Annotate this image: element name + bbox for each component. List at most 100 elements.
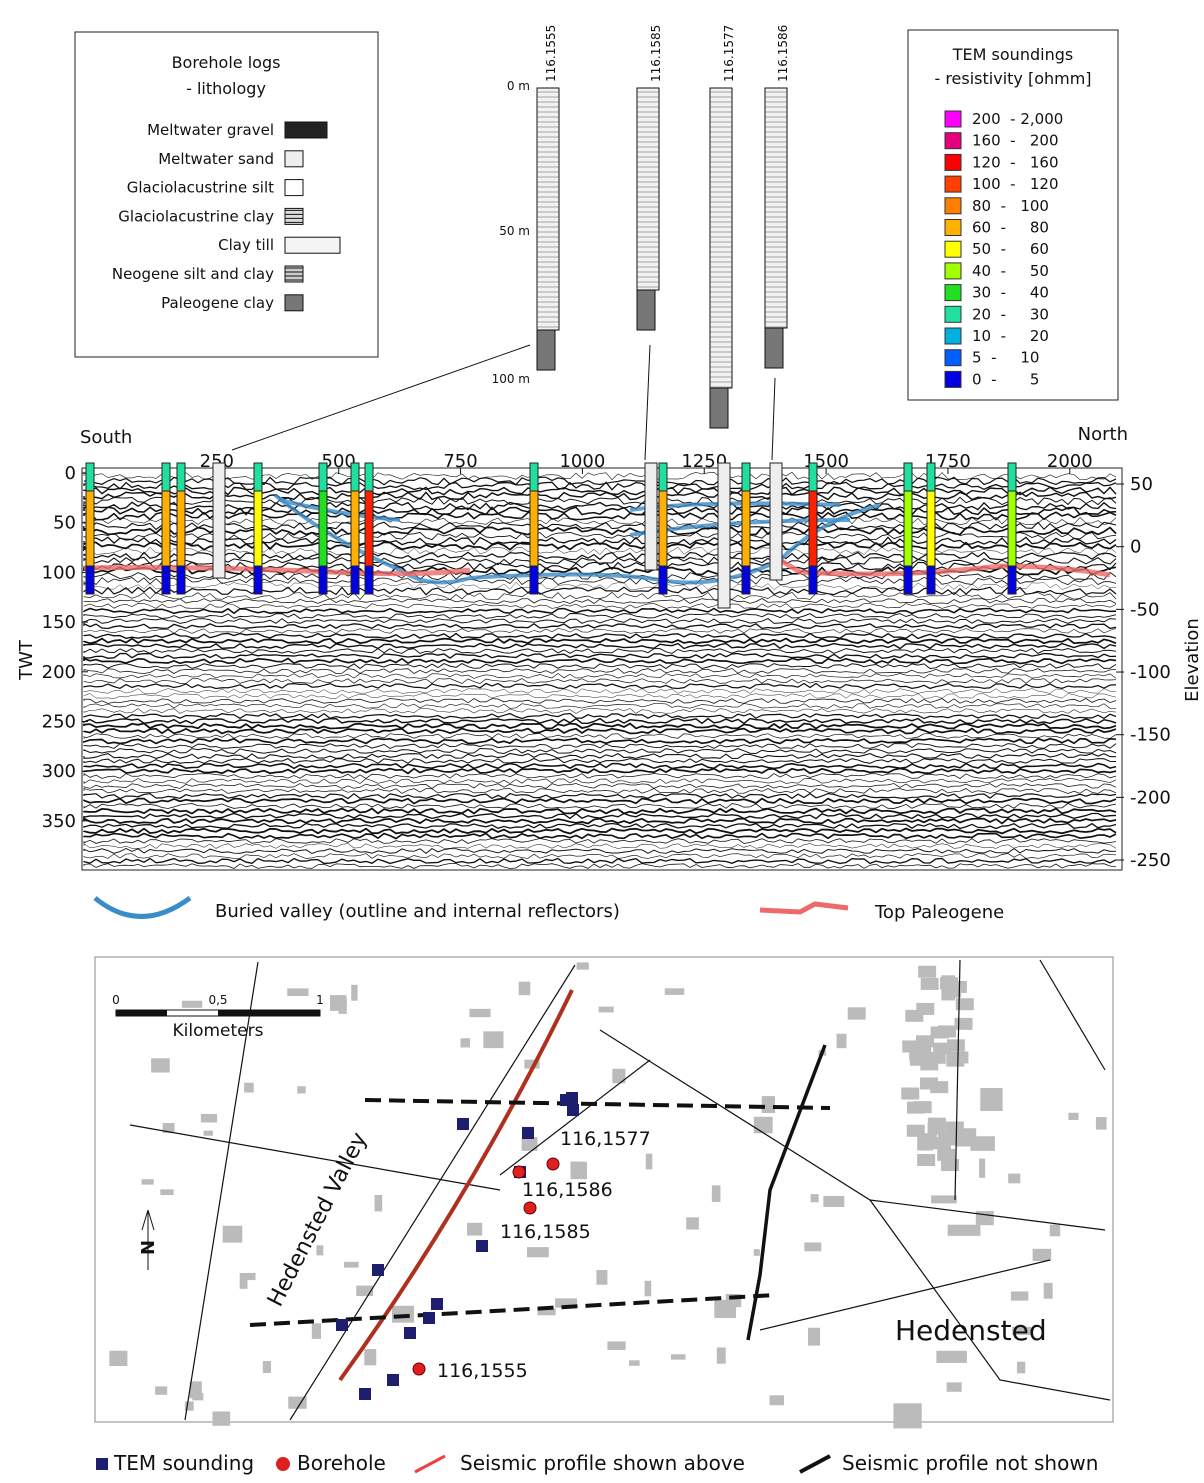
building [1044,1283,1053,1299]
resistivity-swatch [945,350,961,366]
section-left-label: South [80,427,132,448]
town-label: Hedensted [895,1314,1047,1347]
legend-subtitle: - lithology [186,79,266,98]
building [1096,1117,1107,1130]
building [155,1386,167,1394]
building [931,1026,949,1038]
building [937,1149,955,1161]
tem-column-mid [742,491,750,566]
tem-column-mid [1008,491,1016,566]
building [212,1411,230,1425]
tem-column-base [351,566,359,594]
y-tick-label: 0 [65,463,76,484]
building [645,1281,652,1297]
tem-column-base [254,566,262,594]
resistivity-swatch [945,111,961,127]
legend-not-shown [800,1456,830,1472]
building [646,1154,653,1170]
log-upper [710,88,732,388]
resistivity-label: 40 - 50 [972,262,1049,280]
legend-valley-symbol [95,898,190,917]
y-tick-label: 350 [42,811,76,832]
resistivity-label: 50 - 60 [972,240,1049,258]
tem-column-mid [659,491,667,566]
tem-column-mid [927,491,935,566]
building [837,1034,847,1048]
building [980,1088,1002,1111]
log-upper [537,88,559,330]
building [297,1086,305,1093]
legend-title: TEM soundings [952,45,1073,64]
building [936,1351,967,1363]
tem-column-base [162,566,170,594]
building [717,1347,726,1363]
lithology-swatch [285,180,303,196]
tem-column-top [86,463,94,491]
lithology-label: Clay till [218,236,274,254]
y2-tick-label: -250 [1130,850,1171,871]
tem-sounding [359,1388,371,1400]
tem-column-mid [351,491,359,566]
tem-column-top [742,463,750,491]
tem-column-top [351,463,359,491]
legend-borehole [276,1457,290,1471]
y-tick-label: 200 [42,662,76,683]
building [364,1349,376,1365]
borehole-label: 116,1586 [522,1179,613,1201]
legend-shown-label: Seismic profile shown above [460,1451,745,1475]
building [940,977,958,989]
building [351,985,357,1001]
lithology-label: Glaciolacustrine clay [118,207,274,225]
building [804,1242,821,1251]
borehole-label: 116,1555 [437,1360,528,1382]
resistivity-label: 160 - 200 [972,132,1059,150]
y-tick-label: 300 [42,761,76,782]
building [483,1031,503,1048]
legend-shown [415,1456,445,1472]
borehole-column [718,463,730,608]
resistivity-label: 30 - 40 [972,284,1049,302]
building [848,1007,866,1019]
building [527,1247,549,1257]
borehole-column [770,463,782,580]
borehole [513,1166,525,1178]
resistivity-swatch [945,371,961,387]
y2-tick-label: 0 [1130,537,1141,558]
building [1011,1291,1028,1300]
building [811,1194,819,1202]
tem-column-base [904,566,912,594]
tem-sounding [423,1312,435,1324]
borehole [413,1363,425,1375]
resistivity-swatch [945,198,961,214]
building [938,1131,956,1143]
lithology-label: Glaciolacustrine silt [127,179,274,197]
borehole-name: 116.1586 [776,25,790,82]
building [955,1018,973,1030]
building [599,1007,614,1013]
log-lower [710,388,728,428]
tem-column-mid [162,491,170,566]
building [1050,1225,1060,1237]
building [607,1341,625,1350]
building [461,1038,471,1047]
building [958,1128,976,1140]
building [714,1300,736,1318]
building [263,1361,271,1373]
tem-column-base [927,566,935,594]
resistivity-swatch [945,285,961,301]
pointer [772,378,775,460]
tem-column-top [927,463,935,491]
tem-column-base [742,566,750,594]
pointer [232,345,530,450]
legend-borehole-label: Borehole [297,1451,386,1475]
building [770,1395,784,1405]
building [976,1211,994,1225]
resistivity-swatch [945,263,961,279]
building [823,1196,844,1207]
tem-column-mid [809,491,817,566]
building [979,1159,985,1178]
building [596,1270,607,1285]
building [921,978,939,990]
tem-column-mid [254,491,262,566]
borehole-name: 116.1555 [544,25,558,82]
